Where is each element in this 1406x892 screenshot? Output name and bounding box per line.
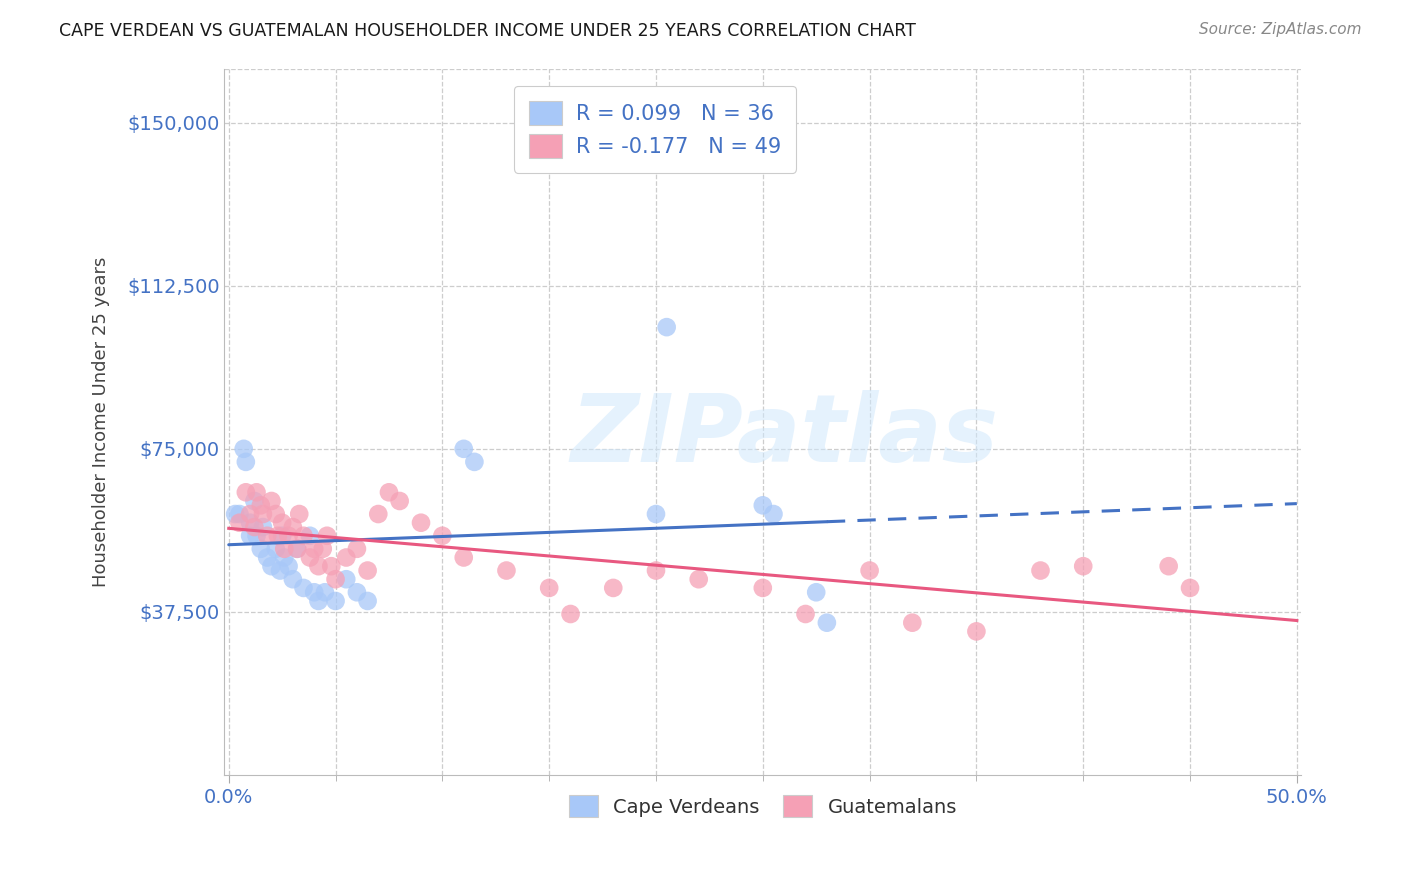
- Point: [495, 564, 517, 578]
- Point: [1071, 559, 1094, 574]
- Point: [245, 485, 267, 500]
- Point: [645, 507, 668, 521]
- Point: [292, 581, 315, 595]
- Text: ZIPatlas: ZIPatlas: [571, 390, 998, 482]
- Point: [806, 585, 828, 599]
- Point: [232, 442, 254, 456]
- Point: [409, 516, 432, 530]
- Point: [249, 499, 271, 513]
- Point: [858, 564, 880, 578]
- Point: [271, 516, 294, 530]
- Point: [228, 507, 250, 521]
- Point: [367, 507, 389, 521]
- Point: [277, 559, 299, 574]
- Point: [273, 541, 295, 556]
- Point: [794, 607, 817, 621]
- Point: [762, 507, 785, 521]
- Point: [273, 550, 295, 565]
- Point: [602, 581, 624, 595]
- Point: [239, 516, 262, 530]
- Legend: Cape Verdeans, Guatemalans: Cape Verdeans, Guatemalans: [561, 787, 965, 825]
- Point: [316, 529, 339, 543]
- Point: [239, 529, 262, 543]
- Point: [264, 507, 287, 521]
- Point: [298, 550, 321, 565]
- Point: [688, 572, 710, 586]
- Point: [224, 507, 246, 521]
- Point: [655, 320, 678, 334]
- Point: [292, 529, 315, 543]
- Point: [815, 615, 838, 630]
- Point: [965, 624, 987, 639]
- Point: [1178, 581, 1201, 595]
- Point: [245, 529, 267, 543]
- Text: CAPE VERDEAN VS GUATEMALAN HOUSEHOLDER INCOME UNDER 25 YEARS CORRELATION CHART: CAPE VERDEAN VS GUATEMALAN HOUSEHOLDER I…: [59, 22, 915, 40]
- Point: [463, 455, 485, 469]
- Point: [235, 485, 257, 500]
- Point: [281, 572, 304, 586]
- Point: [432, 529, 454, 543]
- Point: [453, 442, 475, 456]
- Point: [346, 541, 368, 556]
- Point: [314, 585, 336, 599]
- Point: [298, 529, 321, 543]
- Point: [560, 607, 582, 621]
- Point: [249, 541, 271, 556]
- Point: [288, 507, 311, 521]
- Point: [252, 507, 274, 521]
- Point: [264, 541, 287, 556]
- Point: [256, 529, 278, 543]
- Point: [346, 585, 368, 599]
- Point: [302, 585, 325, 599]
- Point: [269, 564, 291, 578]
- Point: [645, 564, 668, 578]
- Point: [453, 550, 475, 565]
- Point: [752, 499, 775, 513]
- Point: [281, 520, 304, 534]
- Point: [325, 572, 347, 586]
- Point: [260, 559, 283, 574]
- Point: [277, 529, 299, 543]
- Point: [256, 550, 278, 565]
- Point: [312, 541, 335, 556]
- Point: [378, 485, 401, 500]
- Point: [271, 529, 294, 543]
- Point: [235, 455, 257, 469]
- Point: [243, 494, 266, 508]
- Point: [321, 559, 343, 574]
- Y-axis label: Householder Income Under 25 years: Householder Income Under 25 years: [93, 257, 110, 587]
- Point: [356, 564, 378, 578]
- Point: [325, 594, 347, 608]
- Point: [285, 541, 308, 556]
- Point: [267, 529, 290, 543]
- Point: [308, 559, 330, 574]
- Point: [239, 507, 262, 521]
- Point: [308, 594, 330, 608]
- Text: Source: ZipAtlas.com: Source: ZipAtlas.com: [1198, 22, 1361, 37]
- Point: [538, 581, 561, 595]
- Point: [901, 615, 924, 630]
- Point: [356, 594, 378, 608]
- Point: [388, 494, 411, 508]
- Point: [752, 581, 775, 595]
- Point: [252, 520, 274, 534]
- Point: [1029, 564, 1052, 578]
- Point: [228, 516, 250, 530]
- Point: [335, 572, 357, 586]
- Point: [1157, 559, 1180, 574]
- Point: [260, 494, 283, 508]
- Point: [302, 541, 325, 556]
- Point: [285, 541, 308, 556]
- Point: [243, 520, 266, 534]
- Point: [335, 550, 357, 565]
